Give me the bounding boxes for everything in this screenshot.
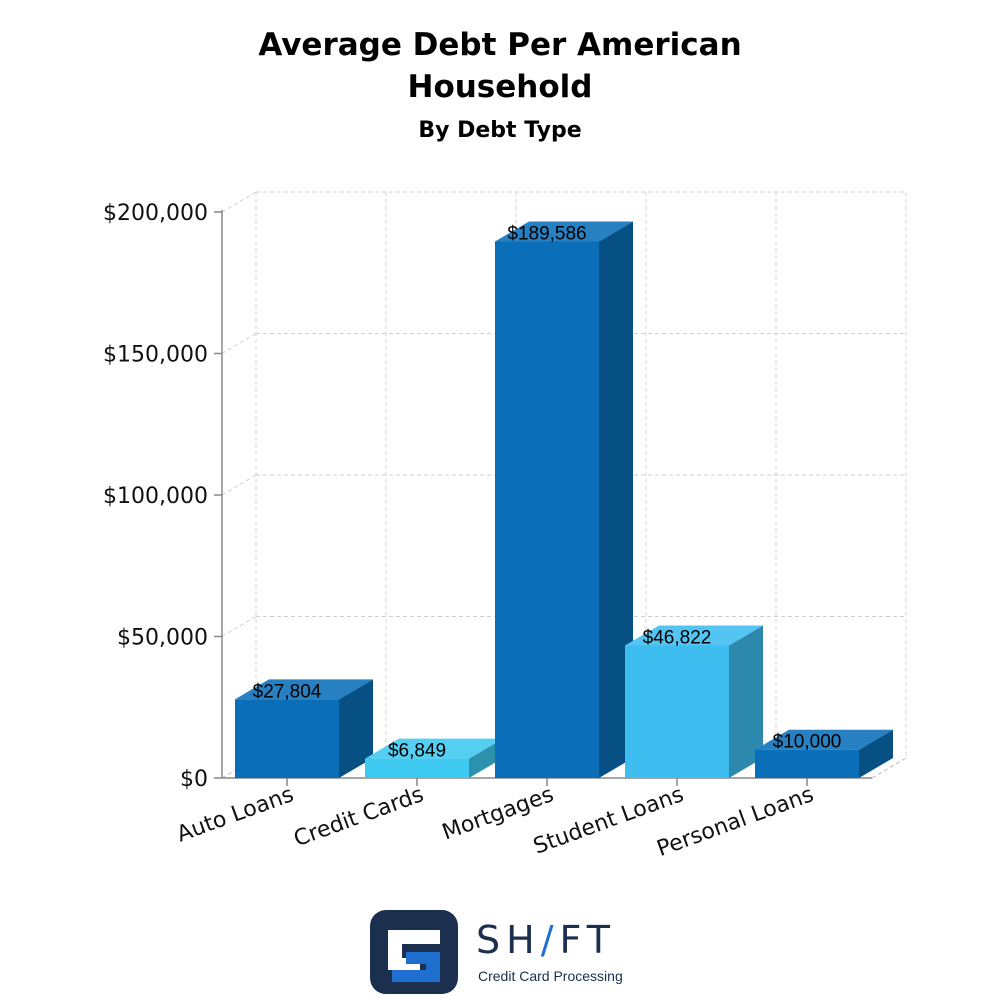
bar-top: [495, 221, 633, 242]
logo-wordmark: SH/FT: [476, 918, 616, 962]
bar-front: [365, 758, 469, 778]
bar-side: [729, 625, 763, 778]
y-tick-label: $200,000: [103, 201, 208, 226]
bar-top: [625, 625, 763, 646]
y-tick-label: $150,000: [103, 343, 208, 368]
bar-side: [599, 221, 633, 778]
bar-front: [755, 749, 859, 778]
gridline-side: [221, 616, 257, 637]
gridline-side: [221, 191, 257, 213]
chart-subtitle: By Debt Type: [418, 118, 582, 143]
data-label: $46,822: [643, 627, 712, 648]
bar-front: [235, 699, 339, 778]
data-label: $10,000: [773, 732, 842, 753]
bar-chart: $0 $50,000 $100,000 $150,000 $200,000 $27,804…: [103, 191, 907, 862]
company-logo: SH/FT Credit Card Processing: [368, 908, 638, 998]
bar-side: [339, 679, 373, 778]
shift-logo-icon: [370, 910, 458, 994]
bar-top: [755, 729, 893, 750]
bar-top: [235, 679, 373, 700]
x-category-label: Credit Cards: [291, 782, 427, 852]
bar-side: [469, 738, 503, 778]
chart-title-line-1: Average Debt Per American: [258, 27, 742, 63]
y-tick-label: $50,000: [117, 626, 208, 651]
chart-title-line-2: Household: [407, 69, 593, 105]
bar-top: [365, 738, 503, 759]
data-label: $189,586: [507, 223, 586, 244]
chart-title: Average Debt Per American Household: [0, 24, 1000, 108]
bar-front: [495, 241, 599, 778]
data-label: $27,804: [253, 681, 322, 702]
data-label: $6,849: [388, 741, 446, 762]
gridline-side: [221, 474, 257, 496]
bar-front: [625, 645, 729, 778]
y-tick-label: $0: [180, 767, 208, 792]
logo-tagline: Credit Card Processing: [478, 968, 623, 984]
bar-side: [859, 729, 893, 778]
gridline-side: [221, 333, 257, 354]
y-tick-label: $100,000: [103, 484, 208, 509]
